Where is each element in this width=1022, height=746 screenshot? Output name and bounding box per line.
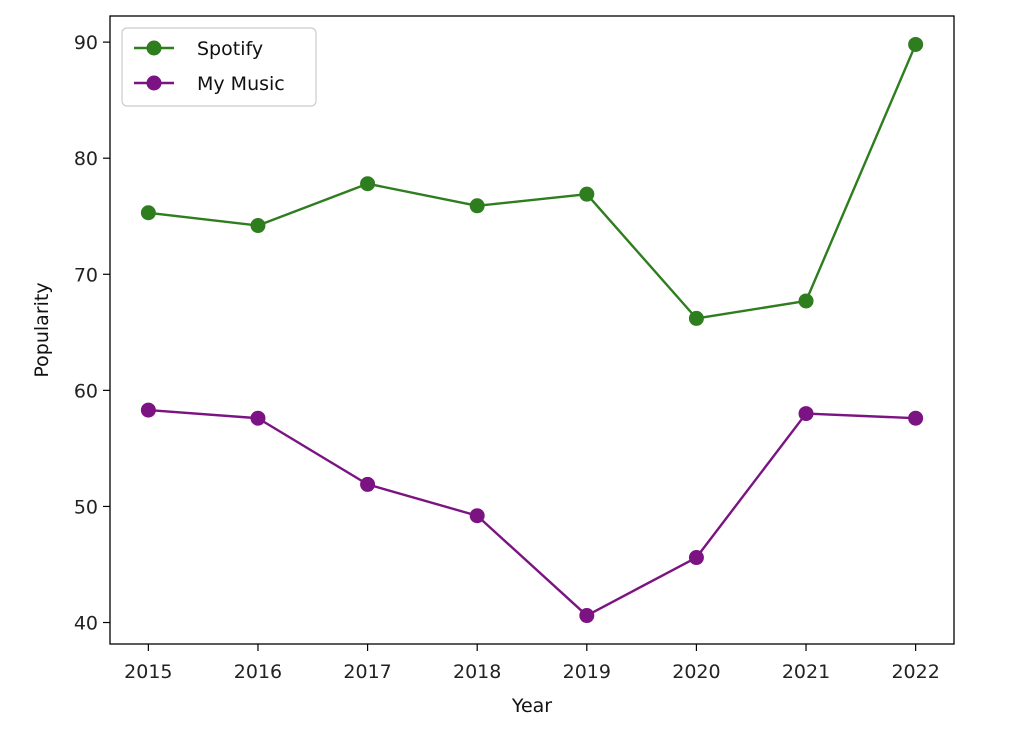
- y-tick-label: 40: [74, 613, 98, 635]
- y-tick-label: 60: [74, 380, 98, 402]
- x-tick-label: 2017: [343, 661, 391, 683]
- series-line: [148, 43, 917, 320]
- series-my-music: [140, 402, 924, 624]
- data-point: [250, 218, 266, 234]
- data-point: [688, 550, 704, 566]
- data-point: [908, 36, 924, 52]
- x-axis-title: Year: [511, 695, 552, 717]
- series-layer: [140, 36, 924, 624]
- x-tick-label: 2015: [124, 661, 172, 683]
- legend-item: Spotify: [134, 38, 263, 60]
- legend-label: Spotify: [197, 38, 263, 60]
- data-point: [250, 410, 266, 426]
- data-point: [469, 198, 485, 214]
- x-tick-label: 2020: [672, 661, 720, 683]
- data-point: [908, 410, 924, 426]
- y-tick-label: 80: [74, 148, 98, 170]
- data-point: [140, 205, 156, 221]
- data-point: [360, 176, 376, 192]
- legend: Spotify My Music: [121, 27, 317, 107]
- data-point: [798, 406, 814, 422]
- data-point: [688, 310, 704, 326]
- data-point: [798, 293, 814, 309]
- legend-swatch-marker: [146, 75, 162, 91]
- x-axis: 2015 2016 2017 2018 2019 2020 2021 2022: [124, 644, 940, 683]
- plot-area: [109, 15, 955, 645]
- x-tick-label: 2018: [453, 661, 501, 683]
- y-tick-label: 90: [74, 32, 98, 54]
- data-point: [140, 402, 156, 418]
- legend-label: My Music: [197, 73, 285, 95]
- data-point: [579, 608, 595, 624]
- series-spotify: [140, 36, 924, 326]
- data-point: [469, 508, 485, 524]
- x-tick-label: 2022: [891, 661, 939, 683]
- x-tick-label: 2016: [234, 661, 282, 683]
- data-point: [579, 186, 595, 202]
- plot-frame: [109, 15, 955, 645]
- y-tick-label: 50: [74, 496, 98, 518]
- y-axis: 40 50 60 70 80 90: [74, 32, 110, 635]
- x-tick-label: 2019: [563, 661, 611, 683]
- y-axis-title: Popularity: [31, 282, 53, 377]
- legend-item: My Music: [134, 73, 285, 95]
- legend-swatch-marker: [146, 40, 162, 56]
- data-point: [360, 476, 376, 492]
- x-tick-label: 2021: [782, 661, 830, 683]
- y-tick-label: 70: [74, 264, 98, 286]
- series-line: [148, 408, 916, 617]
